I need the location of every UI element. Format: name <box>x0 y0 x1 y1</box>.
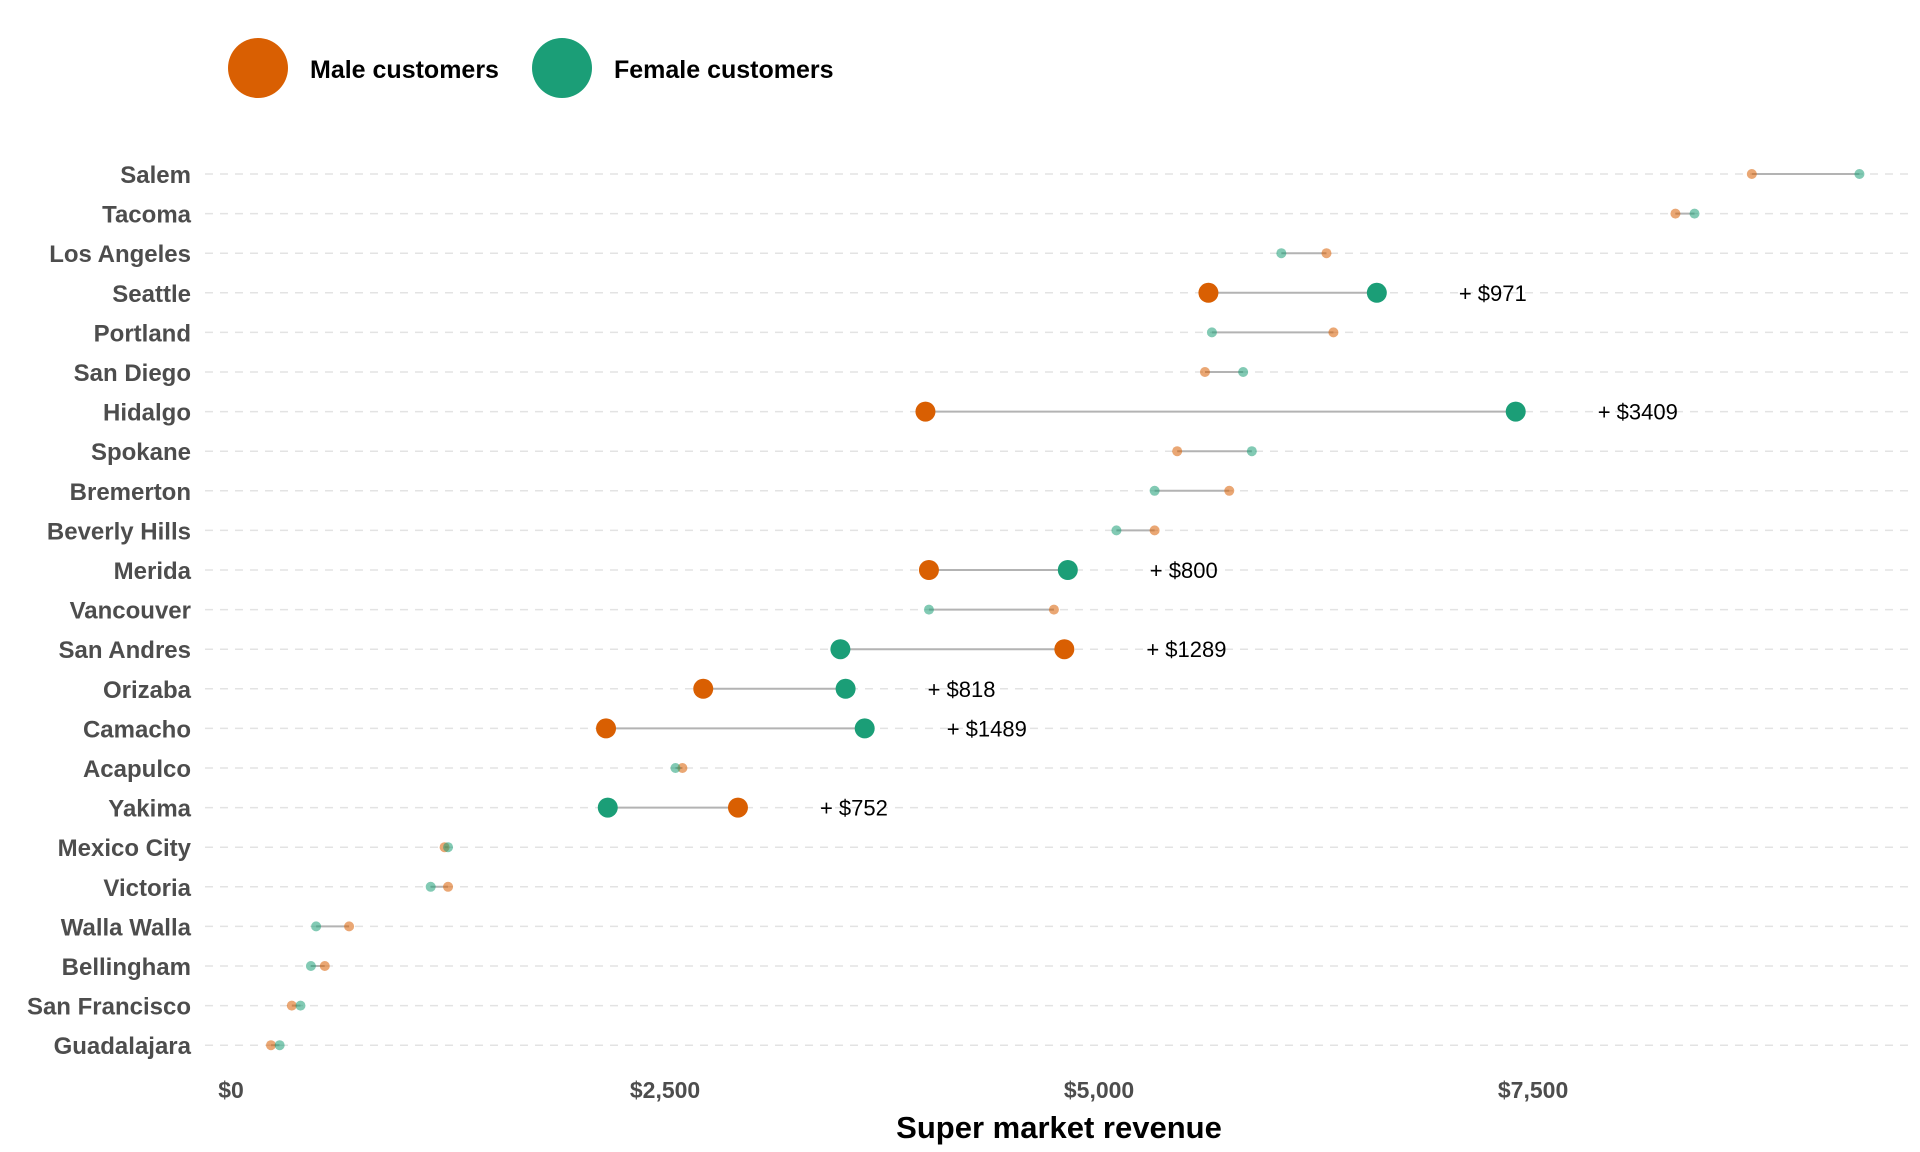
male-point <box>1048 604 1059 615</box>
city-label: Los Angeles <box>49 241 191 268</box>
difference-label: + $1289 <box>1146 637 1226 662</box>
male-point <box>1149 525 1160 536</box>
x-axis-ticks: $0 $2,500 $5,000 $7,500 <box>218 1077 1568 1103</box>
female-point <box>1246 446 1257 457</box>
city-label: Acapulco <box>83 756 191 783</box>
female-point <box>1238 367 1249 377</box>
city-label: Portland <box>94 320 191 347</box>
male-point <box>1054 639 1075 660</box>
male-point <box>915 401 936 422</box>
male-point <box>677 763 688 773</box>
male-point <box>1224 485 1235 496</box>
female-point <box>274 1040 285 1051</box>
x-tick-label: $7,500 <box>1498 1077 1568 1103</box>
city-label: Salem <box>120 162 191 189</box>
city-label: Yakima <box>108 796 191 823</box>
female-point <box>425 881 436 892</box>
legend-female-label: Female customers <box>614 56 834 84</box>
x-tick-label: $0 <box>218 1077 244 1103</box>
city-label: Bellingham <box>62 954 191 981</box>
city-label: Merida <box>114 558 192 585</box>
city-label: Mexico City <box>58 835 192 862</box>
difference-label: + $3409 <box>1598 400 1678 425</box>
legend-female-marker <box>532 38 592 98</box>
city-label: Vancouver <box>70 598 191 625</box>
female-point <box>1366 282 1387 303</box>
female-point <box>1276 248 1287 259</box>
gridlines <box>205 173 1915 1046</box>
male-point <box>1198 282 1219 303</box>
city-label: San Diego <box>74 360 191 387</box>
female-point <box>443 842 454 853</box>
city-label: Orizaba <box>103 677 192 704</box>
difference-label: + $752 <box>820 796 888 821</box>
female-point <box>305 961 316 971</box>
city-label: Walla Walla <box>61 914 192 941</box>
female-point <box>311 921 322 932</box>
male-point <box>1172 446 1183 457</box>
male-point <box>1328 327 1339 338</box>
difference-label: + $800 <box>1150 558 1218 583</box>
difference-labels: + $971 + $3409 + $800 + $1289 + $818 + $1489 +… <box>820 281 1678 821</box>
legend-male-label: Male customers <box>310 56 499 84</box>
city-label: Guadalajara <box>54 1033 192 1060</box>
data-points <box>265 169 1865 1051</box>
female-point <box>597 797 618 818</box>
city-label: Spokane <box>91 439 191 466</box>
female-point <box>1206 327 1217 338</box>
legend: Male customers Female customers <box>228 38 834 98</box>
male-point <box>918 560 939 580</box>
male-point <box>1746 169 1757 179</box>
city-label: San Andres <box>59 637 191 664</box>
female-point <box>1111 525 1122 536</box>
male-point <box>344 921 355 932</box>
female-point <box>835 678 856 699</box>
female-point <box>1057 560 1078 580</box>
difference-label: + $1489 <box>947 716 1027 741</box>
female-point <box>923 604 934 615</box>
city-label: Camacho <box>83 716 191 743</box>
female-point <box>295 1000 306 1011</box>
city-label: Tacoma <box>102 202 192 229</box>
female-point <box>1689 208 1700 219</box>
male-point <box>265 1040 276 1051</box>
female-point <box>854 718 875 739</box>
male-point <box>1670 208 1681 219</box>
male-point <box>1321 248 1332 259</box>
city-label: Seattle <box>112 281 191 308</box>
female-point <box>1854 169 1865 179</box>
female-point <box>1505 401 1526 422</box>
male-point <box>443 881 454 892</box>
male-point <box>727 797 748 818</box>
difference-label: + $818 <box>928 677 996 702</box>
city-label: Victoria <box>103 875 191 902</box>
female-point <box>830 639 851 660</box>
legend-male-marker <box>228 38 288 98</box>
x-axis-title: Super market revenue <box>896 1110 1222 1145</box>
female-point <box>1149 485 1160 496</box>
male-point <box>286 1000 297 1011</box>
male-point <box>693 678 714 699</box>
city-label: Hidalgo <box>103 400 191 427</box>
male-point <box>596 718 617 739</box>
x-tick-label: $2,500 <box>630 1077 700 1103</box>
city-axis-labels: Salem Tacoma Los Angeles Seattle Portland San… <box>27 162 192 1060</box>
city-label: San Francisco <box>27 994 191 1021</box>
male-point <box>319 961 330 971</box>
city-label: Beverly Hills <box>47 518 191 545</box>
x-tick-label: $5,000 <box>1064 1077 1134 1103</box>
difference-label: + $971 <box>1459 281 1527 306</box>
city-label: Bremerton <box>70 479 191 506</box>
male-point <box>1199 367 1210 377</box>
female-point <box>670 763 681 773</box>
